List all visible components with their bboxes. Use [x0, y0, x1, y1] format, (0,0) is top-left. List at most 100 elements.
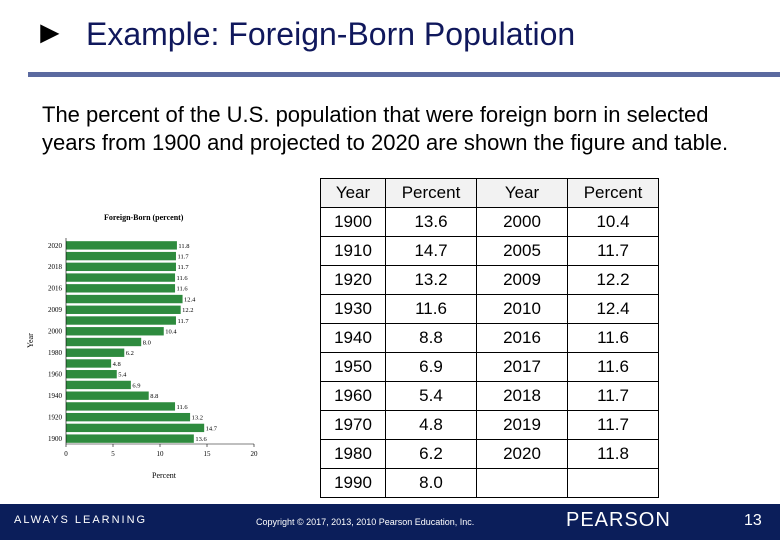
table-cell: 2016 — [476, 323, 568, 353]
y-tick-label: 2020 — [48, 242, 63, 250]
table-cell: 12.4 — [567, 294, 659, 324]
x-tick-label: 15 — [204, 450, 212, 458]
x-tick-label: 20 — [251, 450, 259, 458]
slide-title: Example: Foreign-Born Population — [86, 16, 576, 52]
bar-value-label: 11.7 — [177, 264, 189, 271]
table-cell: 6.2 — [385, 439, 477, 469]
y-tick-label: 2000 — [48, 328, 63, 336]
bar-1960 — [66, 370, 117, 379]
table-cell: 2005 — [476, 236, 568, 266]
bar-value-label: 11.7 — [177, 254, 189, 261]
bar-2005 — [66, 316, 176, 325]
table-row: 1940 8.8 2016 11.6 — [320, 323, 659, 353]
table-row: 1900 13.6 2000 10.4 — [320, 207, 659, 237]
table-cell: 8.8 — [385, 323, 477, 353]
table-cell: 1960 — [320, 381, 386, 411]
table-cell: 11.7 — [567, 381, 659, 411]
table-row: 1970 4.8 2019 11.7 — [320, 410, 659, 440]
bar-1930 — [66, 402, 176, 411]
table-row: 1920 13.2 2009 12.2 — [320, 265, 659, 295]
table-cell: 13.2 — [385, 265, 477, 295]
bar-value-label: 12.2 — [182, 307, 193, 314]
bar-2019 — [66, 251, 176, 261]
x-tick-label: 0 — [64, 450, 68, 458]
table-cell: 11.8 — [567, 439, 659, 469]
header-percent-1: Percent — [385, 178, 477, 208]
table-cell: 1910 — [320, 236, 386, 266]
bar-value-label: 8.8 — [150, 393, 158, 400]
intro-text: The percent of the U.S. population that … — [42, 102, 729, 155]
title-bar: ► Example: Foreign-Born Population — [0, 0, 780, 72]
y-tick-label: 1900 — [48, 435, 63, 443]
bar-1910 — [66, 423, 205, 433]
table-cell: 2017 — [476, 352, 568, 382]
y-tick-label: 2018 — [48, 263, 63, 271]
bar-value-label: 11.6 — [177, 404, 189, 411]
table-cell: 11.7 — [567, 410, 659, 440]
x-tick-label: 5 — [111, 450, 115, 458]
table-cell: 1950 — [320, 352, 386, 382]
bar-value-label: 11.6 — [177, 275, 189, 282]
footer-bar: ALWAYS LEARNING Copyright © 2017, 2013, … — [0, 504, 780, 540]
footer-copyright: Copyright © 2017, 2013, 2010 Pearson Edu… — [256, 517, 475, 527]
table-cell: 1920 — [320, 265, 386, 295]
y-tick-label: 2016 — [48, 285, 63, 293]
table-header-row: Year Percent Year Percent — [320, 178, 659, 208]
table-cell: 1990 — [320, 468, 386, 498]
header-percent-2: Percent — [567, 178, 659, 208]
header-year-1: Year — [320, 178, 386, 208]
table-row: 1990 8.0 — [320, 468, 659, 498]
bar-2018 — [66, 262, 176, 272]
table-row: 1950 6.9 2017 11.6 — [320, 352, 659, 382]
y-tick-label: 1980 — [48, 349, 63, 357]
bar-value-label: 11.8 — [178, 243, 189, 250]
table-cell: 2018 — [476, 381, 568, 411]
footer-brand-logo: PEARSON — [566, 509, 671, 531]
table-cell: 8.0 — [385, 468, 477, 498]
table-cell: 2010 — [476, 294, 568, 324]
bar-1990 — [66, 337, 142, 347]
table-row: 1980 6.2 2020 11.8 — [320, 439, 659, 469]
bar-2017 — [66, 273, 176, 282]
footer-tagline: ALWAYS LEARNING — [14, 514, 148, 526]
y-axis-label: Year — [26, 333, 35, 348]
bar-1980 — [66, 348, 125, 357]
bar-value-label: 10.4 — [165, 329, 177, 336]
table-cell: 1970 — [320, 410, 386, 440]
bar-2000 — [66, 327, 164, 336]
page-number: 13 — [744, 512, 762, 529]
table-cell — [567, 468, 659, 498]
table-cell: 10.4 — [567, 207, 659, 237]
table-cell: 2009 — [476, 265, 568, 295]
table-cell: 11.6 — [385, 294, 477, 324]
bar-value-label: 14.7 — [206, 425, 218, 432]
bar-value-label: 12.4 — [184, 296, 196, 303]
table-cell: 4.8 — [385, 410, 477, 440]
data-table: Year Percent Year Percent 1900 13.6 2000 10… — [320, 178, 659, 498]
table-row: 1930 11.6 2010 12.4 — [320, 294, 659, 324]
bar-2009 — [66, 305, 181, 314]
table-cell: 1900 — [320, 207, 386, 237]
y-tick-label: 1920 — [48, 414, 63, 422]
header-year-2: Year — [476, 178, 568, 208]
table-cell: 6.9 — [385, 352, 477, 382]
table-cell: 13.6 — [385, 207, 477, 237]
bar-value-label: 6.2 — [126, 350, 134, 357]
table-cell: 11.6 — [567, 323, 659, 353]
table-cell: 11.6 — [567, 352, 659, 382]
y-tick-label: 1960 — [48, 371, 63, 379]
foreign-born-chart: Foreign-Born (percent) Year Percent 13.6… — [26, 213, 259, 480]
bar-1900 — [66, 434, 194, 443]
bar-value-label: 6.9 — [132, 382, 140, 389]
bar-value-label: 4.8 — [113, 361, 121, 368]
bar-value-label: 13.6 — [195, 436, 207, 443]
bar-value-label: 11.7 — [177, 318, 189, 325]
bullet-arrow-icon: ► — [34, 14, 66, 50]
table-cell: 2019 — [476, 410, 568, 440]
y-tick-label: 1940 — [48, 392, 63, 400]
bar-2020 — [66, 241, 177, 250]
table-cell: 1940 — [320, 323, 386, 353]
y-tick-label: 2009 — [48, 306, 63, 314]
bar-value-label: 8.0 — [143, 339, 151, 346]
table-cell: 1930 — [320, 294, 386, 324]
